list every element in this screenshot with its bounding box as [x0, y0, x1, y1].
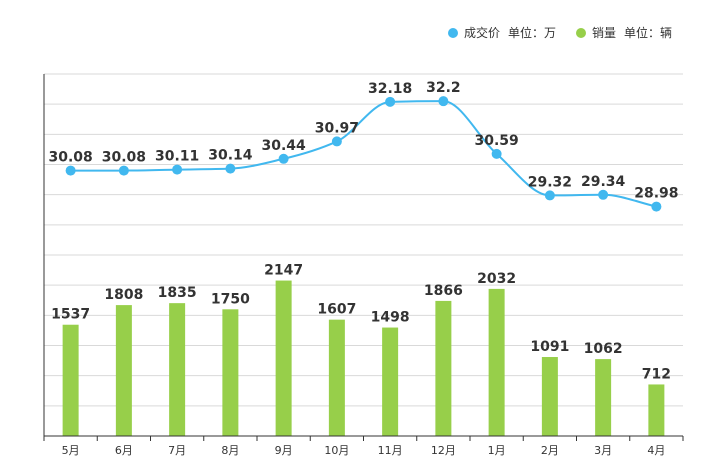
volume-value-label-7: 1498: [371, 310, 410, 326]
volume-value-label-1: 1537: [51, 307, 90, 323]
legend-item-price[interactable]: 成交价 单位：万: [448, 24, 556, 41]
price-value-label-2: 30.08: [102, 150, 146, 166]
volume-bar-8: [435, 300, 452, 436]
legend: 成交价 单位：万 销量 单位：辆: [448, 24, 672, 41]
price-value-label-12: 28.98: [634, 186, 678, 202]
x-tick-label-7: 11月: [378, 444, 403, 457]
price-value-label-6: 30.97: [315, 120, 359, 136]
price-point-10: [544, 190, 555, 201]
legend-price-marker-icon: [448, 27, 458, 38]
volume-value-label-10: 1091: [530, 339, 569, 355]
volume-bar-5: [275, 280, 292, 436]
volume-bar-9: [488, 288, 505, 436]
volume-value-label-11: 1062: [584, 341, 623, 357]
volume-bar-12: [648, 384, 665, 436]
price-value-label-5: 30.44: [261, 138, 306, 154]
volume-bar-1: [62, 324, 79, 436]
legend-volume-unit: 单位：辆: [624, 26, 673, 40]
price-value-label-1: 30.08: [48, 150, 92, 166]
volume-value-label-8: 1866: [424, 283, 463, 299]
price-point-7: [385, 96, 396, 107]
volume-value-label-12: 712: [642, 366, 671, 382]
price-point-9: [491, 148, 502, 159]
volume-value-label-9: 2032: [477, 271, 516, 287]
volume-value-label-5: 2147: [264, 263, 303, 279]
x-tick-label-11: 3月: [594, 444, 612, 457]
x-tick-label-4: 8月: [221, 444, 239, 457]
x-tick-label-5: 9月: [275, 444, 293, 457]
price-value-label-9: 30.59: [474, 133, 518, 149]
price-point-2: [118, 165, 129, 176]
legend-price-name: 成交价: [464, 26, 501, 40]
price-point-8: [438, 96, 449, 107]
price-value-label-8: 32.2: [426, 80, 461, 96]
legend-volume-name: 销量: [592, 26, 617, 40]
price-point-4: [225, 163, 236, 174]
legend-item-volume[interactable]: 销量 单位：辆: [576, 24, 672, 41]
legend-volume-marker-icon: [576, 27, 587, 38]
volume-value-label-2: 1808: [104, 287, 143, 303]
x-tick-label-10: 2月: [541, 444, 559, 457]
volume-bar-7: [382, 327, 399, 436]
x-tick-label-6: 10月: [324, 444, 349, 457]
price-point-6: [331, 136, 342, 147]
volume-bar-6: [328, 319, 345, 436]
price-point-5: [278, 153, 289, 164]
x-tick-label-1: 5月: [62, 444, 80, 457]
volume-bar-11: [595, 359, 612, 436]
volume-bar-3: [169, 303, 186, 436]
price-value-label-7: 32.18: [368, 81, 412, 97]
price-point-11: [598, 189, 609, 200]
x-tick-label-9: 1月: [488, 444, 506, 457]
volume-value-label-4: 1750: [211, 291, 250, 307]
price-point-3: [172, 164, 183, 175]
price-value-label-11: 29.34: [581, 174, 626, 190]
price-value-label-3: 30.11: [155, 149, 199, 165]
volume-bar-2: [115, 305, 132, 436]
x-tick-label-12: 4月: [647, 444, 665, 457]
x-tick-label-8: 12月: [431, 444, 456, 457]
volume-value-label-3: 1835: [158, 285, 197, 301]
price-value-label-4: 30.14: [208, 148, 253, 164]
price-point-12: [651, 201, 662, 212]
volume-value-label-6: 1607: [317, 302, 356, 318]
x-tick-label-3: 7月: [168, 444, 186, 457]
price-value-label-10: 29.32: [528, 174, 572, 190]
legend-price-unit: 单位：万: [508, 26, 557, 40]
volume-bar-10: [541, 357, 558, 436]
x-tick-label-2: 6月: [115, 444, 133, 457]
price-point-1: [65, 165, 76, 176]
volume-bar-4: [222, 309, 239, 436]
